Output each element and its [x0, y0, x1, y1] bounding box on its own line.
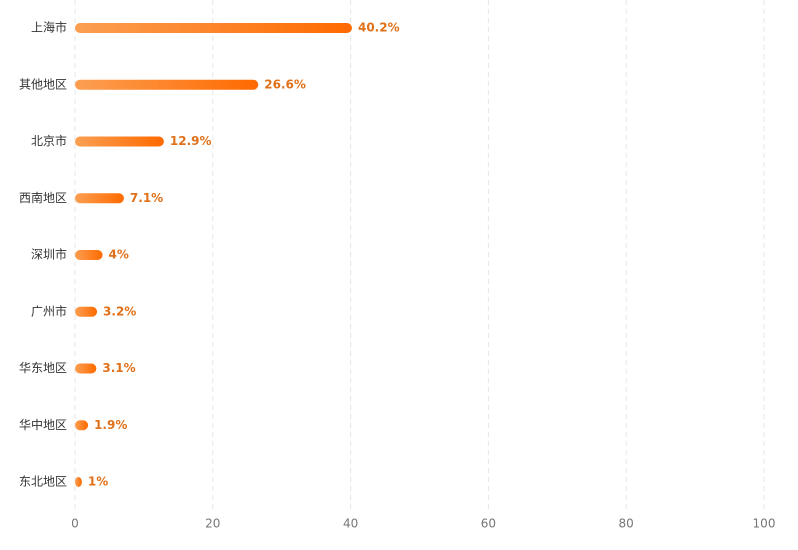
y-tick-label: 华中地区 [19, 417, 67, 432]
y-tick-label: 深圳市 [31, 247, 67, 262]
value-label: 1% [88, 475, 108, 489]
value-label: 12.9% [170, 134, 212, 148]
y-tick-label: 西南地区 [19, 190, 67, 205]
x-tick-label: 40 [343, 517, 358, 531]
value-label: 1.9% [94, 418, 127, 432]
value-label: 26.6% [264, 77, 306, 91]
value-label: 4% [109, 248, 129, 262]
y-tick-label: 东北地区 [19, 475, 67, 489]
value-label: 40.2% [358, 21, 400, 35]
bar [75, 79, 259, 90]
y-tick-label: 上海市 [31, 20, 67, 35]
bar [75, 477, 82, 487]
value-label: 3.1% [102, 361, 135, 375]
bar [75, 363, 97, 374]
bar [75, 23, 352, 33]
x-tick-label: 0 [71, 517, 79, 531]
value-label: 7.1% [130, 191, 163, 205]
bar [75, 136, 164, 147]
bar [75, 306, 98, 317]
bar [75, 420, 89, 431]
y-tick-label: 北京市 [31, 133, 67, 148]
y-tick-label: 广州市 [31, 303, 67, 318]
x-tick-label: 80 [619, 517, 634, 531]
y-tick-label: 华东地区 [19, 361, 67, 375]
bar [75, 250, 103, 260]
x-tick-label: 100 [753, 517, 776, 531]
bar [75, 193, 124, 204]
y-tick-label: 其他地区 [19, 77, 67, 91]
x-tick-label: 60 [481, 517, 496, 531]
x-tick-label: 20 [205, 517, 220, 531]
value-label: 3.2% [103, 304, 136, 318]
